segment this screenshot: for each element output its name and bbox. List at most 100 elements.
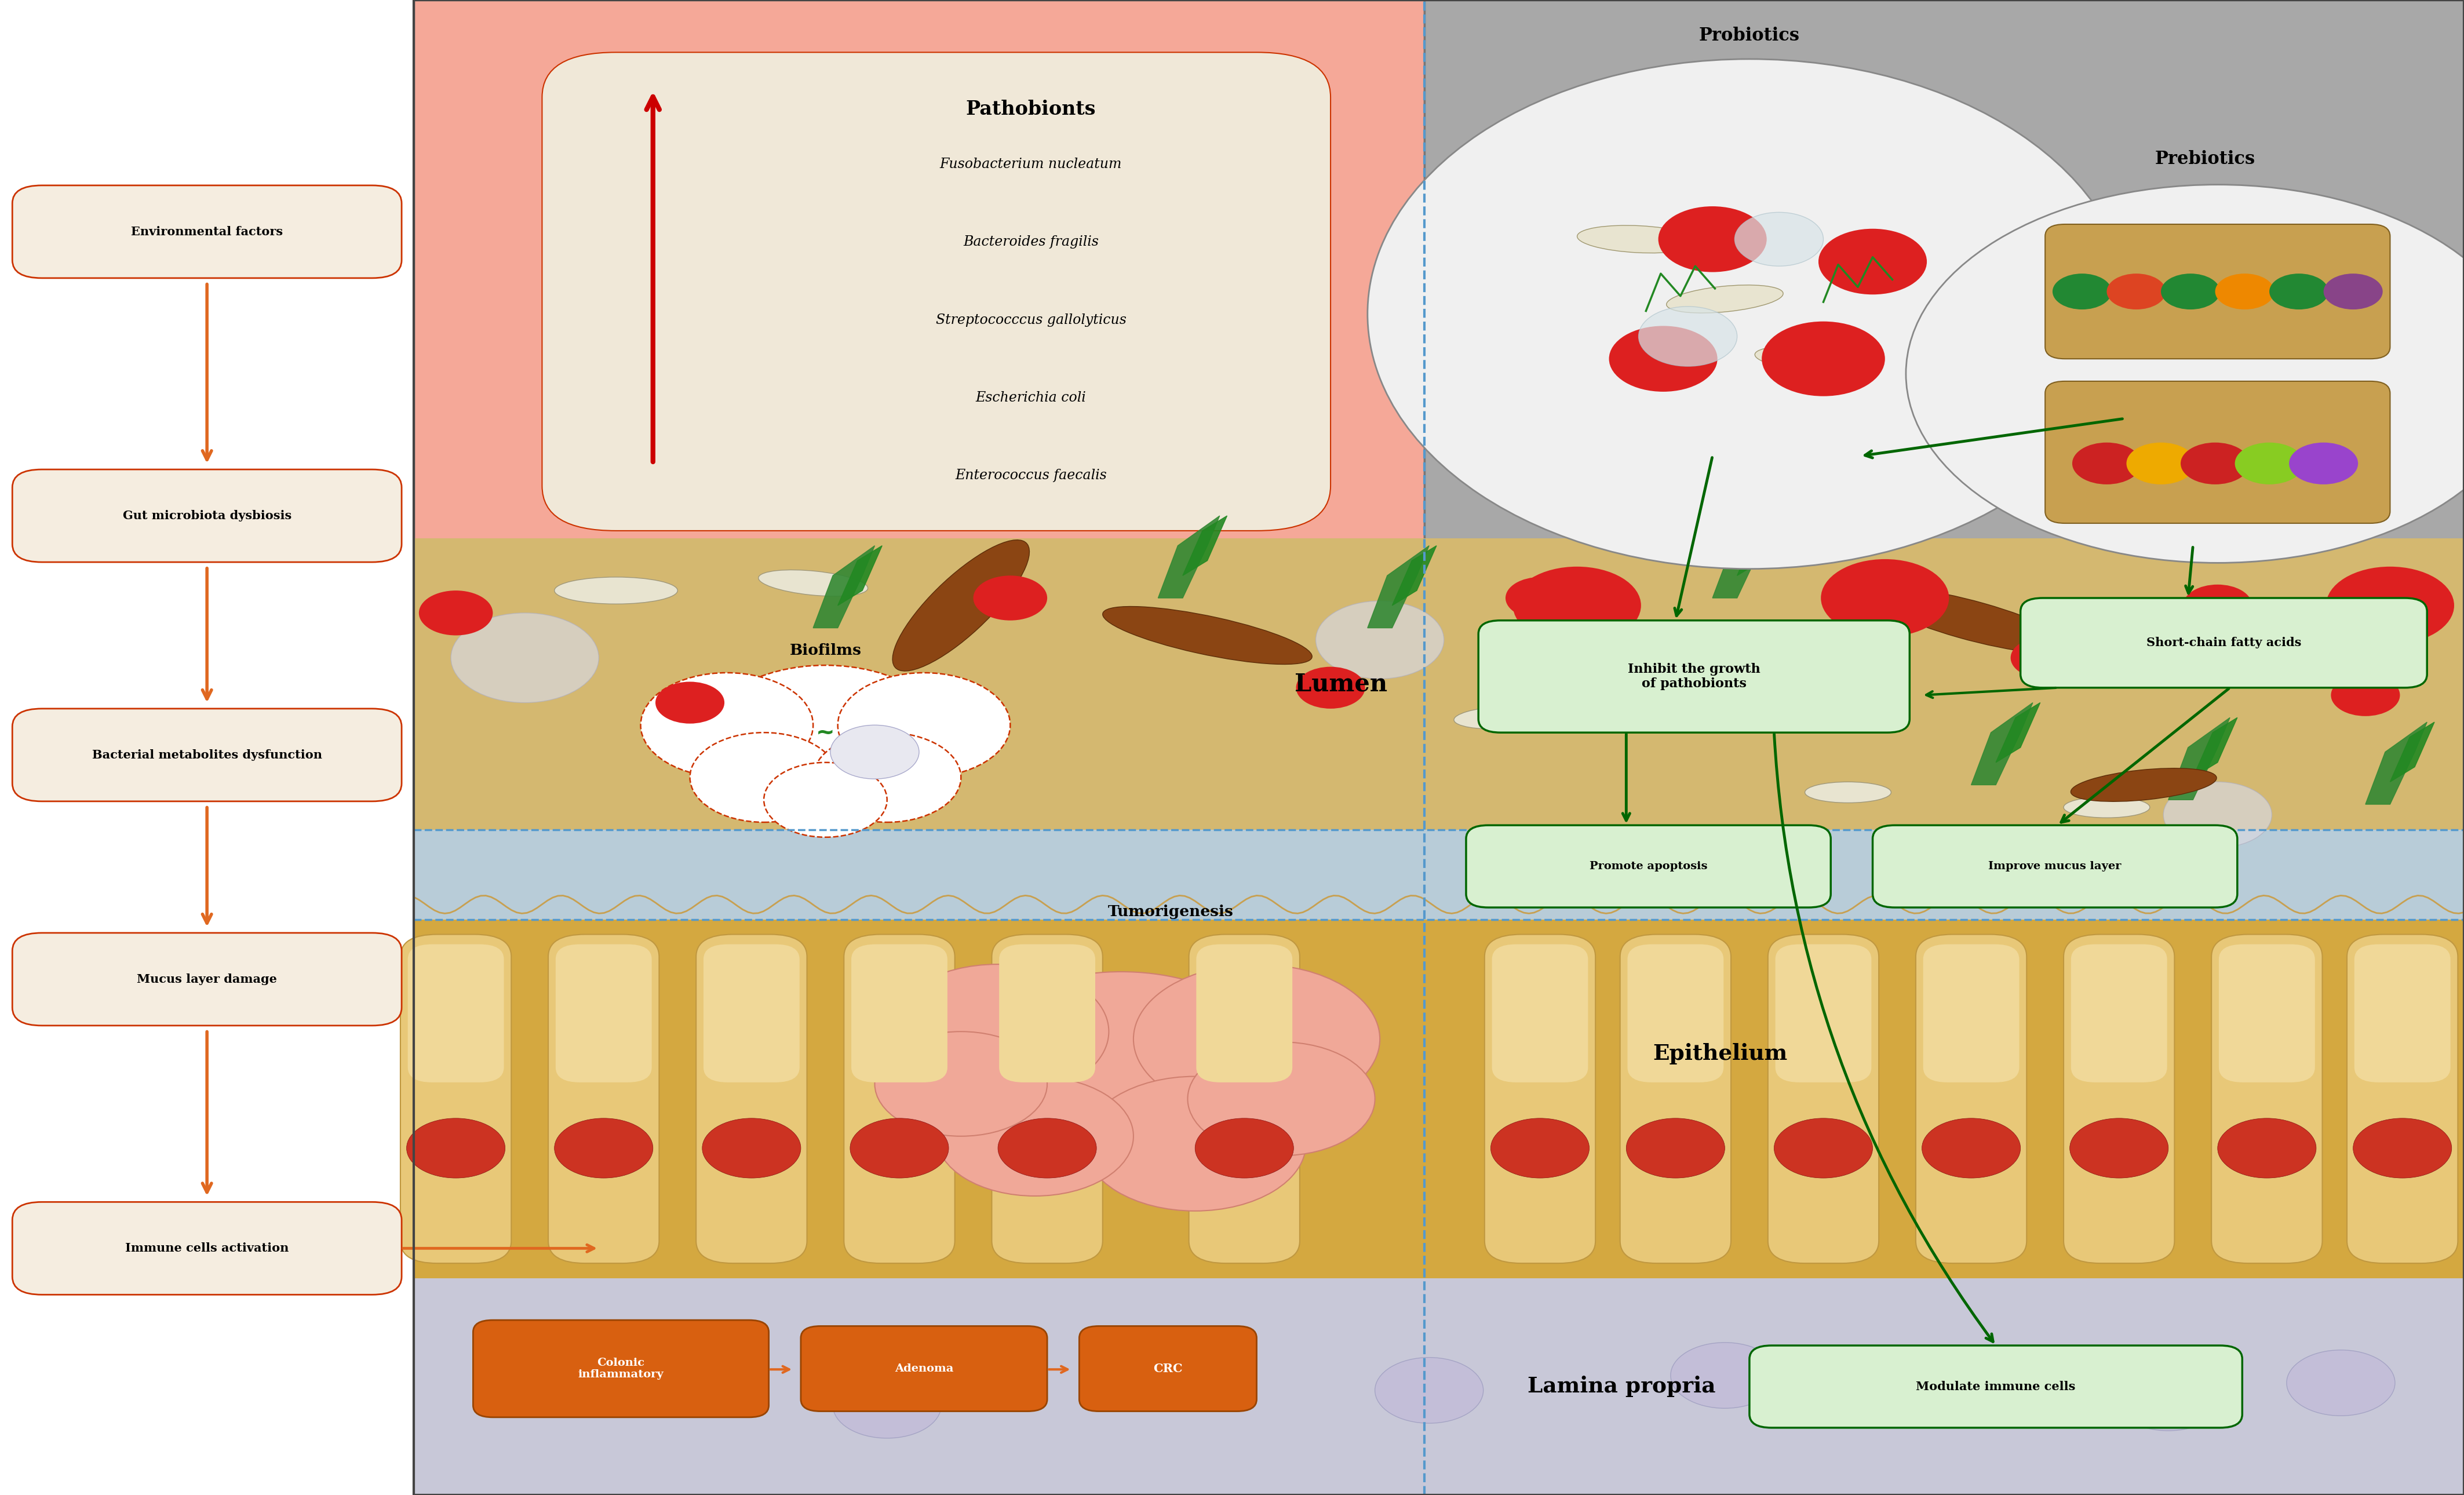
Text: Biofilms: Biofilms [788, 643, 862, 658]
Text: Epithelium: Epithelium [1653, 1044, 1786, 1064]
Circle shape [1609, 326, 1717, 392]
Text: Modulate immune cells: Modulate immune cells [1917, 1381, 2075, 1392]
Ellipse shape [1641, 622, 1710, 664]
Circle shape [1129, 1335, 1237, 1401]
Text: Mucus layer: Mucus layer [1646, 864, 1794, 885]
Bar [414, 538, 2464, 830]
FancyBboxPatch shape [12, 185, 402, 278]
Circle shape [1774, 1118, 1873, 1178]
FancyBboxPatch shape [2045, 224, 2390, 359]
FancyBboxPatch shape [1873, 825, 2237, 907]
FancyBboxPatch shape [1629, 945, 1725, 1082]
Circle shape [1133, 964, 1380, 1114]
Circle shape [1084, 1076, 1306, 1211]
Text: CRC: CRC [1153, 1363, 1183, 1374]
Text: Streptococccus gallolyticus: Streptococccus gallolyticus [936, 314, 1126, 326]
Polygon shape [1971, 703, 2033, 785]
Ellipse shape [1666, 286, 1784, 312]
Text: Lumen: Lumen [1294, 671, 1387, 697]
FancyBboxPatch shape [1621, 934, 1732, 1263]
Circle shape [764, 762, 887, 837]
FancyBboxPatch shape [549, 934, 660, 1263]
Ellipse shape [1577, 226, 1700, 253]
Circle shape [1639, 306, 1737, 366]
Circle shape [702, 665, 949, 815]
Bar [414, 830, 2464, 919]
FancyBboxPatch shape [1190, 934, 1301, 1263]
Polygon shape [2193, 718, 2237, 777]
Circle shape [2161, 274, 2220, 309]
Circle shape [1658, 206, 1767, 272]
FancyBboxPatch shape [991, 934, 1101, 1263]
Text: Enterococcus faecalis: Enterococcus faecalis [956, 469, 1106, 481]
Circle shape [875, 1032, 1047, 1136]
Text: Probiotics: Probiotics [1700, 27, 1799, 45]
Ellipse shape [1838, 585, 1907, 626]
Circle shape [2126, 443, 2195, 484]
Ellipse shape [419, 591, 493, 635]
Text: Short-chain fatty acids: Short-chain fatty acids [2146, 637, 2301, 649]
FancyBboxPatch shape [1478, 620, 1910, 733]
Circle shape [2218, 1118, 2316, 1178]
Polygon shape [1158, 516, 1220, 598]
Text: Escherichia coli: Escherichia coli [976, 392, 1087, 404]
Circle shape [451, 613, 599, 703]
Circle shape [936, 1076, 1133, 1196]
FancyBboxPatch shape [1774, 945, 1873, 1082]
FancyBboxPatch shape [1749, 1346, 2242, 1428]
Bar [414, 1278, 2464, 1495]
Circle shape [513, 1350, 621, 1416]
Text: ~: ~ [816, 722, 835, 743]
Circle shape [554, 1118, 653, 1178]
Circle shape [1626, 1118, 1725, 1178]
Polygon shape [1368, 546, 1429, 628]
Polygon shape [1183, 516, 1227, 576]
Circle shape [2269, 274, 2328, 309]
Ellipse shape [759, 570, 867, 597]
Circle shape [833, 1372, 941, 1438]
Ellipse shape [1101, 607, 1313, 664]
Ellipse shape [554, 577, 678, 604]
Circle shape [407, 1118, 505, 1178]
FancyBboxPatch shape [12, 709, 402, 801]
Circle shape [1316, 601, 1444, 679]
FancyBboxPatch shape [1924, 945, 2020, 1082]
Circle shape [1375, 1357, 1483, 1423]
Circle shape [2326, 567, 2454, 644]
FancyBboxPatch shape [2348, 934, 2459, 1263]
Ellipse shape [892, 540, 1030, 671]
Text: Improve mucus layer: Improve mucus layer [1988, 861, 2122, 872]
Ellipse shape [2331, 674, 2400, 716]
FancyBboxPatch shape [12, 469, 402, 562]
Text: Pathobionts: Pathobionts [966, 100, 1096, 118]
Text: Prebiotics: Prebiotics [2156, 150, 2255, 167]
Circle shape [2353, 1118, 2452, 1178]
Circle shape [1762, 321, 1885, 396]
Circle shape [838, 673, 1010, 777]
Circle shape [690, 733, 838, 822]
Circle shape [1195, 1118, 1294, 1178]
FancyBboxPatch shape [1000, 945, 1094, 1082]
Ellipse shape [1754, 345, 1868, 372]
FancyBboxPatch shape [801, 1326, 1047, 1411]
FancyBboxPatch shape [2220, 945, 2316, 1082]
FancyBboxPatch shape [2020, 598, 2427, 688]
FancyBboxPatch shape [1483, 934, 1597, 1263]
Circle shape [2114, 1365, 2223, 1431]
FancyBboxPatch shape [705, 945, 798, 1082]
Circle shape [887, 964, 1109, 1099]
FancyBboxPatch shape [1917, 934, 2028, 1263]
FancyBboxPatch shape [2356, 945, 2452, 1082]
FancyBboxPatch shape [473, 1320, 769, 1417]
Ellipse shape [1907, 185, 2464, 564]
Ellipse shape [973, 576, 1047, 620]
Ellipse shape [1804, 782, 1892, 803]
FancyBboxPatch shape [1079, 1326, 1257, 1411]
Polygon shape [1392, 546, 1437, 605]
Circle shape [2235, 443, 2304, 484]
Polygon shape [1737, 516, 1781, 576]
Polygon shape [1712, 516, 1774, 598]
Text: Mucus layer damage: Mucus layer damage [138, 973, 276, 985]
Bar [414, 0, 1424, 1495]
Bar [414, 919, 2464, 1278]
